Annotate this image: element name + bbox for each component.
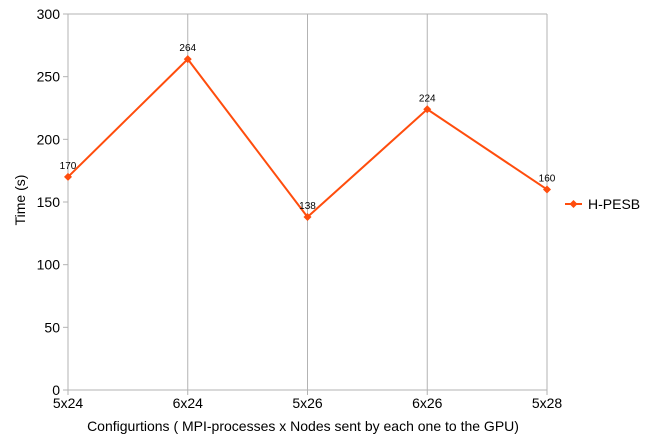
data-point-marker: [183, 55, 192, 64]
y-axis-title: Time (s): [12, 175, 28, 226]
x-tick-label: 5x24: [53, 395, 84, 411]
y-tick-label: 0: [52, 382, 60, 398]
data-label: 170: [60, 161, 77, 172]
x-tick-labels: 5x24 6x24 5x26 6x26 5x28: [53, 395, 563, 411]
legend: H-PESB: [565, 196, 640, 212]
y-tick-label: 300: [37, 6, 61, 22]
y-tick-label: 50: [44, 319, 60, 335]
axes: [63, 13, 548, 395]
series-h-pesb: [64, 55, 551, 222]
y-tick-labels: 0 50 100 150 200 250 300: [37, 6, 61, 398]
data-labels: 170 264 138 224 160: [60, 43, 556, 212]
y-tick-label: 200: [37, 131, 61, 147]
x-tick-label: 6x26: [412, 395, 443, 411]
y-tick-label: 100: [37, 257, 61, 273]
data-point-marker: [64, 172, 72, 181]
legend-entry-h-pesb: H-PESB: [588, 196, 640, 212]
legend-marker: [569, 200, 578, 208]
data-label: 138: [299, 201, 316, 212]
y-tick-label: 150: [37, 194, 61, 210]
x-tick-label: 5x28: [532, 395, 563, 411]
data-label: 264: [179, 43, 196, 54]
data-point-marker: [423, 105, 432, 114]
x-tick-label: 6x24: [173, 395, 204, 411]
data-label: 224: [419, 93, 436, 104]
data-point-marker: [303, 213, 312, 222]
x-tick-label: 5x26: [292, 395, 323, 411]
data-label: 160: [539, 173, 556, 184]
data-point-marker: [543, 185, 551, 194]
y-tick-label: 250: [37, 69, 61, 85]
x-axis-title: Configurtions ( MPI-processes x Nodes se…: [87, 418, 519, 434]
